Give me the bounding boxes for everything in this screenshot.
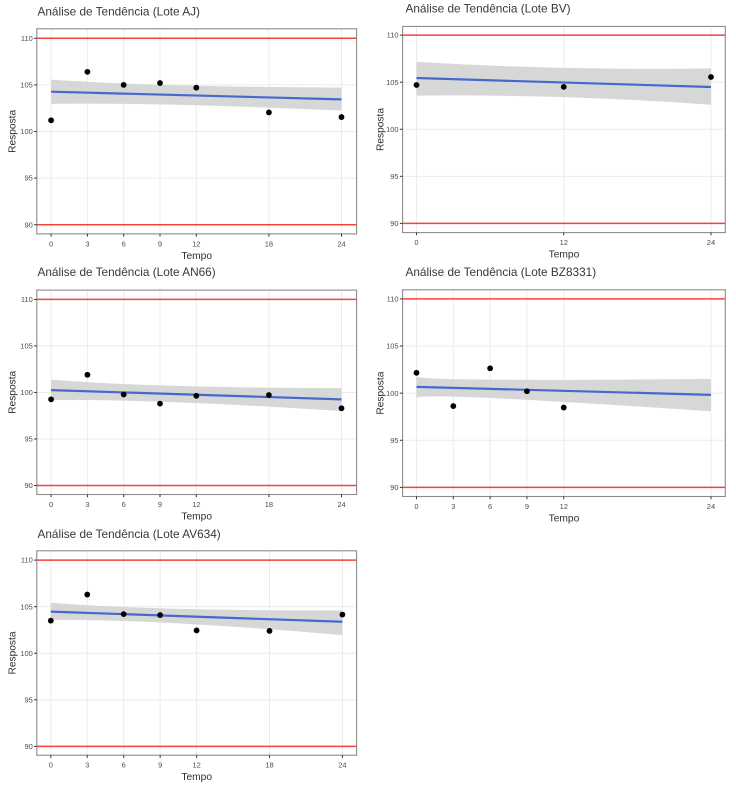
- svg-text:0: 0: [414, 502, 418, 511]
- svg-text:100: 100: [386, 389, 399, 398]
- svg-text:24: 24: [707, 238, 715, 247]
- svg-text:100: 100: [20, 388, 33, 397]
- svg-text:110: 110: [387, 295, 399, 304]
- svg-text:Tempo: Tempo: [549, 250, 580, 261]
- svg-text:18: 18: [265, 761, 273, 770]
- svg-text:24: 24: [707, 502, 715, 511]
- svg-text:9: 9: [158, 500, 162, 509]
- svg-text:9: 9: [158, 239, 162, 248]
- svg-text:100: 100: [20, 649, 33, 658]
- svg-text:110: 110: [21, 556, 33, 565]
- svg-text:18: 18: [265, 239, 273, 248]
- svg-text:6: 6: [122, 761, 126, 770]
- svg-text:12: 12: [560, 502, 568, 511]
- svg-text:95: 95: [24, 174, 32, 183]
- svg-text:110: 110: [21, 295, 33, 304]
- svg-text:12: 12: [192, 761, 200, 770]
- svg-text:90: 90: [390, 219, 398, 228]
- svg-text:Análise de Tendência (Lote AV6: Análise de Tendência (Lote AV634): [38, 527, 221, 541]
- svg-text:Resposta: Resposta: [8, 110, 19, 153]
- svg-text:90: 90: [24, 481, 32, 490]
- svg-text:3: 3: [451, 502, 455, 511]
- svg-text:24: 24: [337, 500, 345, 509]
- svg-text:12: 12: [192, 239, 200, 248]
- svg-text:105: 105: [20, 602, 33, 611]
- svg-text:3: 3: [85, 239, 89, 248]
- svg-text:95: 95: [390, 172, 398, 181]
- svg-text:Análise de Tendência (Lote AN6: Análise de Tendência (Lote AN66): [38, 265, 216, 279]
- svg-text:105: 105: [386, 342, 399, 351]
- svg-text:110: 110: [387, 31, 399, 40]
- svg-text:3: 3: [85, 761, 89, 770]
- svg-text:Tempo: Tempo: [181, 512, 212, 523]
- svg-text:105: 105: [386, 78, 399, 87]
- svg-text:12: 12: [560, 238, 568, 247]
- svg-text:Análise de Tendência (Lote AJ): Análise de Tendência (Lote AJ): [38, 5, 200, 19]
- svg-text:95: 95: [24, 435, 32, 444]
- svg-text:9: 9: [158, 761, 162, 770]
- svg-text:Análise de Tendência (Lote BV): Análise de Tendência (Lote BV): [406, 1, 571, 15]
- svg-text:6: 6: [122, 500, 126, 509]
- svg-text:110: 110: [21, 34, 33, 43]
- svg-text:100: 100: [386, 125, 399, 134]
- svg-text:105: 105: [20, 342, 33, 351]
- svg-text:6: 6: [122, 239, 126, 248]
- svg-text:0: 0: [49, 500, 53, 509]
- svg-text:24: 24: [338, 761, 346, 770]
- svg-text:Tempo: Tempo: [181, 251, 212, 262]
- svg-text:90: 90: [390, 483, 398, 492]
- svg-text:100: 100: [20, 127, 33, 136]
- svg-text:0: 0: [414, 238, 418, 247]
- svg-text:6: 6: [488, 502, 492, 511]
- svg-text:90: 90: [24, 742, 32, 751]
- svg-text:Resposta: Resposta: [8, 631, 19, 674]
- svg-text:Análise de Tendência (Lote BZ8: Análise de Tendência (Lote BZ8331): [406, 265, 597, 279]
- svg-text:3: 3: [85, 500, 89, 509]
- svg-text:Tempo: Tempo: [181, 772, 212, 783]
- svg-text:95: 95: [390, 436, 398, 445]
- svg-text:18: 18: [265, 500, 273, 509]
- svg-text:12: 12: [192, 500, 200, 509]
- svg-text:Tempo: Tempo: [549, 514, 580, 525]
- svg-text:95: 95: [24, 695, 32, 704]
- svg-text:9: 9: [525, 502, 529, 511]
- svg-text:Resposta: Resposta: [8, 370, 19, 413]
- svg-text:Resposta: Resposta: [376, 108, 387, 151]
- svg-text:Resposta: Resposta: [376, 371, 387, 414]
- svg-text:24: 24: [337, 239, 345, 248]
- svg-text:0: 0: [49, 761, 53, 770]
- svg-text:0: 0: [49, 239, 53, 248]
- svg-text:105: 105: [20, 81, 33, 90]
- svg-text:90: 90: [24, 220, 32, 229]
